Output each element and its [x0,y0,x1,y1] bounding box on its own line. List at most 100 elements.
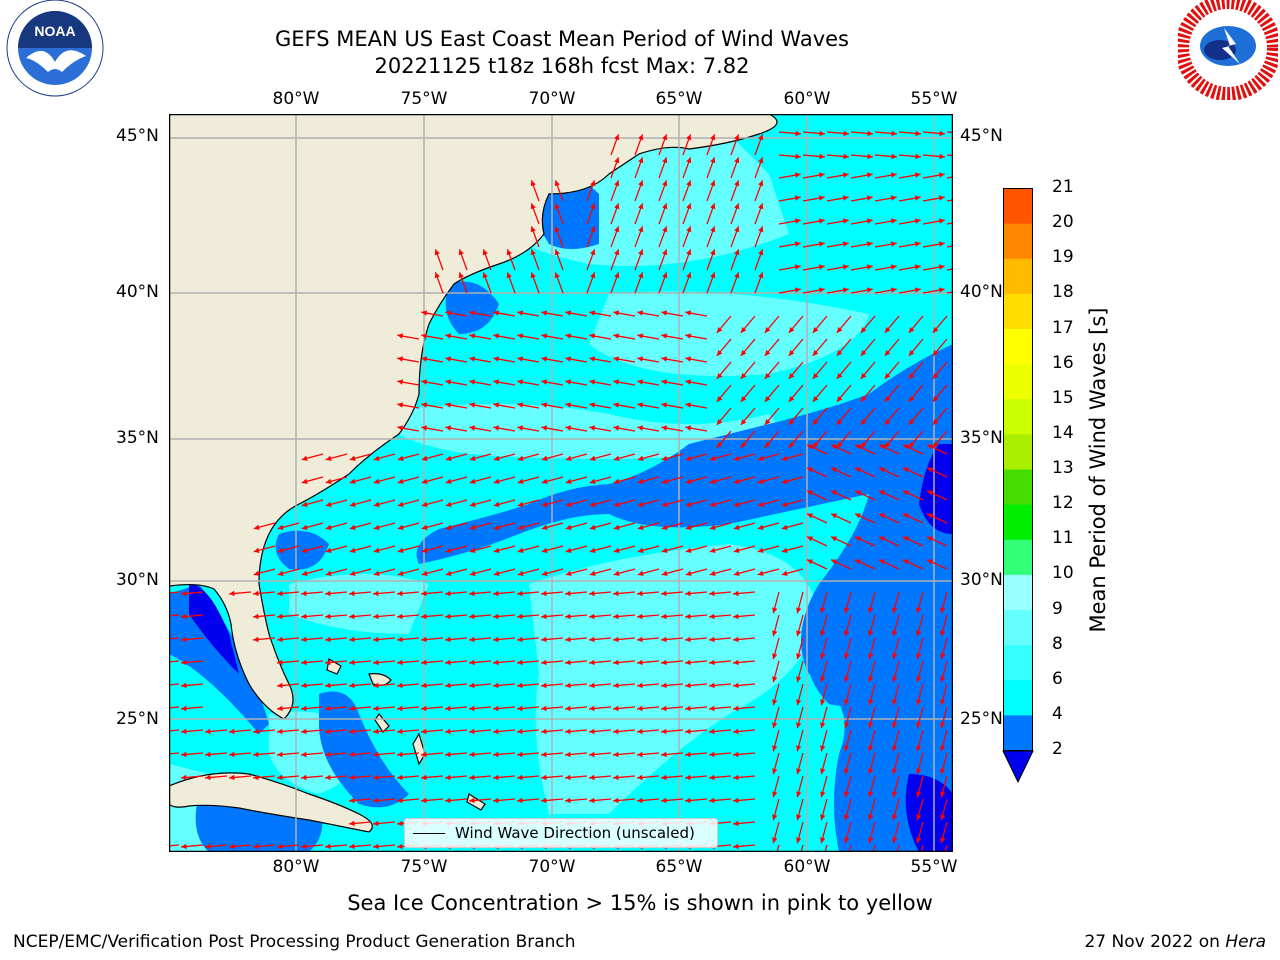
direction-arrow-head [277,547,284,553]
colorbar-tick-label: 4 [1052,703,1063,724]
direction-arrow-head [710,272,716,279]
direction-arrow-head [541,547,548,553]
lat-label-left-30n: 30°N [116,570,159,590]
direction-arrow-head [661,524,668,530]
direction-arrow-head [445,659,451,666]
direction-arrow-head [325,705,331,712]
direction-arrow-head [277,590,283,597]
direction-arrow-head [613,728,619,735]
direction-arrow-head [772,837,778,844]
direction-arrow-head [613,333,620,339]
colorbar-tick-label: 20 [1052,212,1074,233]
direction-arrow [776,844,780,852]
direction-arrow-head [565,501,572,507]
direction-arrow-head [916,768,922,775]
direction-arrow-head [301,728,307,735]
direction-arrow-head [807,559,814,565]
direction-arrow-head [908,327,915,333]
direction-arrow-head [685,613,691,620]
direction-arrow-head [469,590,475,597]
direction-arrow-head [565,659,571,666]
direction-arrow-head [565,356,572,362]
lat-label-left-45n: 45°N [116,126,159,146]
direction-arrow-head [866,195,873,201]
direction-arrow-head [181,843,187,850]
direction-arrow-head [855,490,862,496]
period-2-4-areas [169,176,953,852]
direction-arrow-head [181,659,187,666]
direction-arrow-head [565,590,571,597]
direction-arrow-head [661,636,667,643]
direction-arrow-head [397,590,403,597]
direction-arrow-head [565,478,572,484]
direction-arrow-head [842,195,849,201]
direction-arrow-head [613,751,619,758]
direction-arrow-head [613,310,620,316]
direction-arrow-head [807,444,814,450]
direction-arrow [169,706,180,709]
direction-arrow-head [517,613,523,620]
direction-arrow-head [892,768,898,775]
footer-host: Hera [1225,932,1266,952]
direction-arrow-head [820,607,826,614]
direction-arrow-head [807,490,814,496]
colorbar-frame [1003,188,1033,751]
direction-arrow-head [733,501,740,507]
direction-arrow-head [565,570,572,576]
colorbar-tick-label: 6 [1052,668,1063,689]
colorbar-segment [1004,328,1032,365]
direction-arrow-head [733,547,740,553]
direction-arrow-head [812,373,819,379]
direction-arrow-head [638,203,644,210]
direction-arrow-head [589,570,596,576]
direction-arrow-head [613,613,619,620]
direction-arrow-head [613,524,620,530]
direction-arrow-head [938,241,945,247]
direction-arrow-head [637,333,644,339]
direction-arrow-head [277,843,283,850]
direction-arrow-head [541,590,547,597]
colorbar-tick-label: 14 [1052,422,1074,443]
direction-arrow-head [843,130,849,137]
direction-arrow [946,291,953,294]
colorbar-tick-label: 19 [1052,247,1074,268]
direction-arrow-head [421,797,427,804]
direction-arrow-head [661,402,668,408]
direction-arrow-head [349,705,355,712]
direction-arrow-head [914,218,921,224]
direction-arrow-head [638,180,644,187]
direction-arrow [169,752,180,755]
direction-arrow-head [709,797,715,804]
direction-arrow-head [908,396,915,402]
direction-arrow-head [844,745,850,752]
lat-label-left-25n: 25°N [116,709,159,729]
direction-arrow-head [932,419,939,425]
direction-arrow-head [740,327,747,333]
direction-arrow-head [916,676,922,683]
direction-arrow-head [844,768,850,775]
colorbar-segment [1004,574,1032,610]
direction-arrow-head [940,653,946,660]
direction-arrow-head [927,467,934,473]
direction-arrow-head [819,130,825,137]
direction-arrow-head [637,356,644,362]
direction-arrow-head [903,559,910,565]
direction-arrow-head [844,607,850,614]
direction-arrow-head [661,590,667,597]
direction-arrow-head [796,630,802,637]
direction-arrow-head [277,524,284,530]
direction-arrow-head [812,327,819,333]
direction-arrow-head [373,751,379,758]
direction-arrow-head [397,524,404,530]
direction-arrow-head [733,570,740,576]
direction-arrow-head [860,419,867,425]
direction-arrow-head [373,524,380,530]
direction-arrow-head [685,425,692,431]
direction-arrow-head [818,195,825,201]
direction-arrow-head [709,570,716,576]
direction-arrow-head [277,774,283,781]
direction-arrow-head [205,751,211,758]
direction-arrow-head [914,241,921,247]
direction-arrow-head [903,444,910,450]
direction-arrow-head [349,728,355,735]
